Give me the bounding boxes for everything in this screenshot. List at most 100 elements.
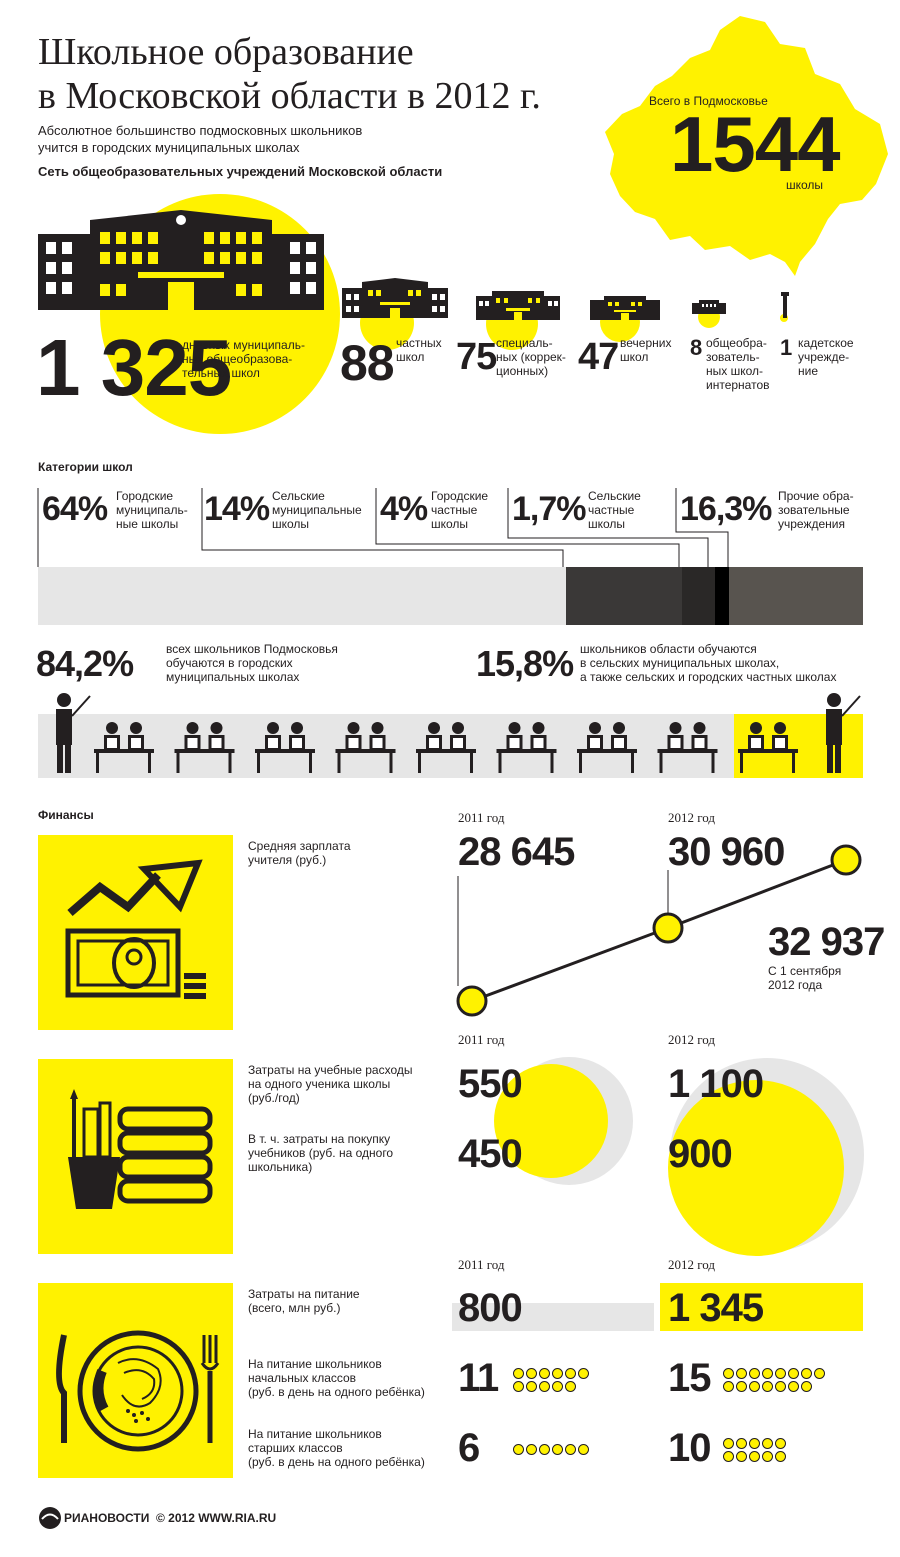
cadet-count: 1: [780, 335, 792, 360]
coin-icon: [788, 1381, 799, 1392]
coin-icon: [736, 1438, 747, 1449]
coin-icon: [814, 1368, 825, 1379]
food-primary-2012: 15: [668, 1356, 711, 1400]
students-desk-icon: [255, 722, 315, 773]
edu-2011-total: 550: [458, 1062, 523, 1106]
page-title: Школьное образование в Московской област…: [38, 30, 541, 118]
students-desk-icon: [657, 722, 718, 773]
food-2011-bar: [452, 1303, 654, 1331]
coin-icon: [539, 1368, 550, 1379]
private-count: 88: [340, 335, 395, 391]
coin-icon: [762, 1381, 773, 1392]
salary-line-chart: [456, 844, 862, 1017]
food-year-2011: 2011 год: [458, 1257, 505, 1272]
subtitle-line-2: учится в городских муниципальных школах: [38, 140, 300, 155]
salary-2012-value: 30 960: [668, 830, 785, 874]
urban-students-text: всех школьников Подмосковья обучаются в …: [166, 642, 338, 684]
category-pct-urban-private: 4%: [380, 490, 428, 528]
coin-icon: [736, 1381, 747, 1392]
private-school-building-icon: [342, 278, 448, 318]
students-desk-icon: [174, 722, 235, 773]
salary-point-2012-sep: [830, 844, 862, 876]
students-desk-icon: [496, 722, 557, 773]
rural-students-pct: 15,8%: [476, 643, 574, 684]
title-line-2: в Московской области в 2012 г.: [38, 75, 541, 117]
edu-2012-books: 900: [668, 1132, 733, 1176]
food-senior-2012-coins: [722, 1437, 787, 1463]
rural-students-text: школьников области обучаются в сельских …: [580, 642, 837, 684]
category-pct-rural-private: 1,7%: [512, 490, 586, 528]
salary-sep-value: 32 937: [768, 920, 885, 964]
food-label-2: На питание школьников начальных классов …: [248, 1357, 425, 1399]
edu-label-1: Затраты на учебные расходы на одного уче…: [248, 1063, 413, 1105]
food-senior-2011: 6: [458, 1426, 480, 1470]
food-label-3: На питание школьников старших классов (р…: [248, 1427, 425, 1469]
food-primary-2011-coins: [512, 1367, 590, 1393]
edu-label-2: В т. ч. затраты на покупку учебников (ру…: [248, 1132, 394, 1174]
municipal-label: дневных муниципаль- ных общеобразова- те…: [182, 338, 305, 380]
students-desk-icon: [94, 722, 154, 773]
food-label-1: Затраты на питание (всего, млн руб.): [248, 1287, 360, 1315]
boarding-count: 8: [690, 335, 702, 360]
coin-icon: [578, 1444, 589, 1455]
cadet-circle: [780, 314, 788, 322]
title-line-1: Школьное образование: [38, 31, 414, 73]
coin-icon: [565, 1368, 576, 1379]
students-desk-icon: [335, 722, 396, 773]
food-senior-2012: 10: [668, 1426, 711, 1470]
private-label: частных школ: [396, 336, 442, 364]
salary-point-2012: [652, 912, 684, 944]
evening-label: вечерних школ: [620, 336, 672, 364]
salary-icon-box: [38, 835, 233, 1030]
coin-icon: [775, 1451, 786, 1462]
books-pencils-icon: [68, 1089, 213, 1209]
coin-icon: [723, 1368, 734, 1379]
coin-icon: [513, 1381, 524, 1392]
coin-icon: [539, 1444, 550, 1455]
salary-label: Средняя зарплата учителя (руб.): [248, 839, 351, 867]
food-primary-2011: 11: [458, 1356, 499, 1400]
salary-year-2011: 2011 год: [458, 810, 505, 825]
categories-stacked-bar: [38, 567, 863, 625]
municipal-count: 1 325: [36, 323, 232, 412]
edu-icon-box: [38, 1059, 233, 1254]
coin-icon: [749, 1451, 760, 1462]
coin-icon: [749, 1368, 760, 1379]
money-growth-icon: [65, 859, 206, 999]
food-year-2012: 2012 год: [668, 1257, 715, 1272]
coin-icon: [762, 1438, 773, 1449]
coin-icon: [775, 1381, 786, 1392]
coin-icon: [513, 1368, 524, 1379]
coin-icon: [762, 1451, 773, 1462]
classroom-icons: [56, 693, 861, 773]
students-desk-icon: [577, 722, 637, 773]
teacher-icon: [56, 693, 91, 773]
urban-students-pct: 84,2%: [36, 643, 134, 684]
teacher-icon: [826, 693, 861, 773]
salary-sep-note: С 1 сентября 2012 года: [768, 964, 842, 992]
edu-2011-circle-inner: [494, 1064, 608, 1178]
coin-icon: [749, 1438, 760, 1449]
coin-icon: [565, 1444, 576, 1455]
coin-icon: [552, 1381, 563, 1392]
coin-icon: [749, 1381, 760, 1392]
category-bar-segment: [715, 567, 729, 625]
total-label: Всего в Подмосковье: [649, 94, 768, 108]
food-2012-bar: [660, 1283, 863, 1331]
coin-icon: [736, 1368, 747, 1379]
cadet-building-icon: [781, 292, 789, 318]
edu-year-2011: 2011 год: [458, 1032, 505, 1047]
footer-copyright: © 2012 WWW.RIA.RU: [156, 1511, 277, 1525]
categories-title: Категории школ: [38, 460, 133, 474]
category-bar-segment: [729, 567, 863, 625]
moscow-region-map-icon: [605, 16, 888, 276]
coin-icon: [526, 1368, 537, 1379]
edu-2012-circle-inner: [668, 1080, 844, 1256]
total-value: 1544: [670, 100, 841, 188]
coin-icon: [723, 1381, 734, 1392]
students-desk-icon: [416, 722, 476, 773]
boarding-label: общеобра- зователь- ных школ- интернатов: [706, 336, 770, 392]
salary-year-2012: 2012 год: [668, 810, 715, 825]
category-label-rural-municipal: Сельские муниципальные школы: [272, 489, 362, 531]
category-bar-segment: [38, 567, 566, 625]
